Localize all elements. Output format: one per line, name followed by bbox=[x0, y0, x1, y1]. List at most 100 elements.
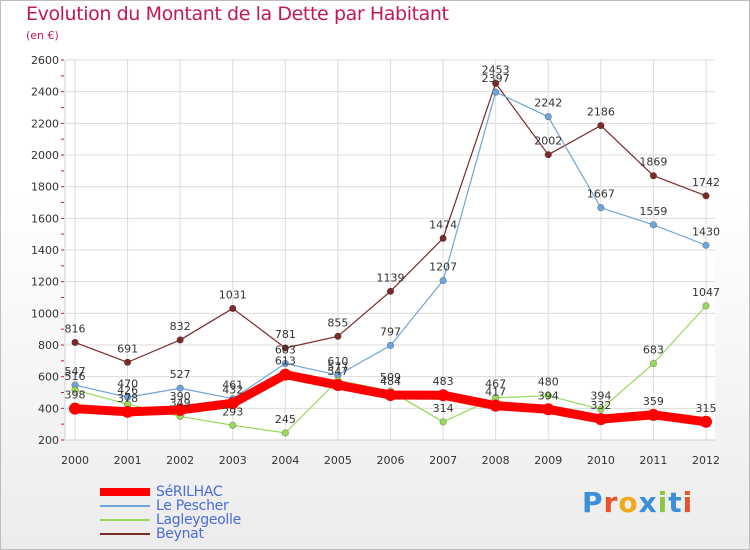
data-label: 683 bbox=[275, 344, 296, 357]
data-label: 483 bbox=[433, 375, 454, 388]
data-label: 547 bbox=[327, 365, 348, 378]
data-label: 417 bbox=[485, 386, 506, 399]
y-tick-label: 800 bbox=[38, 339, 59, 352]
data-label: 2186 bbox=[587, 106, 615, 119]
series-point-1 bbox=[492, 88, 500, 96]
y-tick-label: 1000 bbox=[31, 307, 59, 320]
x-tick-label: 2003 bbox=[219, 454, 247, 467]
y-tick-label: 2400 bbox=[31, 86, 59, 99]
legend-label: Le Pescher bbox=[156, 498, 229, 514]
data-label: 467 bbox=[485, 378, 506, 391]
data-label: 1869 bbox=[639, 156, 667, 169]
series-point-1 bbox=[649, 221, 658, 229]
data-label: 394 bbox=[590, 389, 611, 402]
data-label: 470 bbox=[117, 377, 138, 390]
x-tick-label: 2006 bbox=[377, 454, 405, 467]
data-label: 832 bbox=[170, 320, 191, 333]
series-point-2 bbox=[649, 359, 658, 368]
data-label: 378 bbox=[117, 392, 138, 405]
data-label: 426 bbox=[117, 384, 138, 397]
series-point-1 bbox=[281, 359, 289, 368]
data-label: 577 bbox=[327, 360, 348, 373]
logo-letter: i bbox=[657, 486, 669, 519]
series-point-0 bbox=[489, 399, 502, 412]
data-label: 480 bbox=[538, 376, 559, 389]
data-label: 613 bbox=[275, 355, 296, 368]
data-label: 1559 bbox=[639, 205, 667, 218]
series-point-3 bbox=[71, 338, 79, 347]
series-point-0 bbox=[700, 415, 712, 428]
chart-legend: SéRILHAC Le Pescher Lagleygeolle Beynat bbox=[100, 485, 241, 541]
y-tick-label: 2000 bbox=[31, 149, 59, 162]
legend-item: Lagleygeolle bbox=[100, 513, 241, 527]
series-point-3 bbox=[649, 172, 658, 180]
y-tick-label: 1400 bbox=[31, 244, 59, 257]
legend-item: SéRILHAC bbox=[100, 485, 241, 499]
series-point-3 bbox=[229, 304, 237, 313]
x-tick-label: 2007 bbox=[429, 454, 457, 467]
data-label: 349 bbox=[170, 396, 191, 409]
x-tick-label: 2011 bbox=[639, 454, 667, 467]
series-point-1 bbox=[386, 341, 395, 350]
series-point-0 bbox=[174, 403, 187, 416]
series-point-0 bbox=[647, 408, 660, 421]
series-point-2 bbox=[229, 421, 237, 429]
legend-swatch bbox=[100, 519, 150, 521]
data-label: 781 bbox=[275, 328, 296, 341]
data-label: 610 bbox=[327, 355, 348, 368]
data-label: 547 bbox=[65, 365, 86, 378]
x-tick-label: 2010 bbox=[587, 454, 615, 467]
proxiti-logo: Proxiti bbox=[582, 486, 693, 519]
data-label: 1031 bbox=[219, 288, 247, 301]
series-point-3 bbox=[281, 344, 289, 352]
series-point-2 bbox=[544, 392, 552, 400]
series-point-2 bbox=[281, 429, 289, 437]
series-point-1 bbox=[176, 384, 184, 392]
series-point-0 bbox=[542, 403, 555, 416]
series-point-0 bbox=[594, 413, 607, 426]
data-label: 293 bbox=[222, 405, 243, 418]
x-tick-label: 2005 bbox=[324, 454, 352, 467]
y-tick-label: 600 bbox=[38, 371, 59, 384]
series-point-3 bbox=[439, 234, 447, 242]
data-label: 855 bbox=[327, 316, 348, 329]
data-label: 398 bbox=[65, 389, 86, 402]
series-point-1 bbox=[439, 276, 447, 285]
data-label: 1667 bbox=[587, 188, 615, 201]
legend-item: Beynat bbox=[100, 527, 241, 541]
logo-letter: P bbox=[582, 486, 604, 519]
legend-swatch bbox=[100, 488, 150, 496]
legend-label: Lagleygeolle bbox=[156, 512, 241, 528]
y-tick-label: 2600 bbox=[31, 54, 59, 67]
y-tick-label: 1800 bbox=[31, 181, 59, 194]
x-tick-label: 2001 bbox=[114, 454, 142, 467]
series-point-1 bbox=[123, 393, 132, 401]
series-point-3 bbox=[386, 287, 395, 295]
series-point-0 bbox=[69, 402, 81, 415]
data-label: 359 bbox=[643, 395, 664, 408]
data-label: 432 bbox=[222, 383, 243, 396]
data-label: 1139 bbox=[377, 271, 405, 284]
x-tick-label: 2004 bbox=[271, 454, 299, 467]
logo-letter: x bbox=[638, 486, 658, 519]
data-label: 527 bbox=[170, 368, 191, 381]
series-point-2 bbox=[597, 405, 605, 413]
data-label: 332 bbox=[590, 399, 611, 412]
series-point-3 bbox=[334, 332, 342, 340]
series-point-3 bbox=[702, 192, 710, 200]
data-label: 1430 bbox=[692, 225, 720, 238]
series-point-3 bbox=[492, 79, 500, 87]
series-point-2 bbox=[702, 302, 710, 310]
data-label: 2397 bbox=[482, 72, 510, 85]
series-point-2 bbox=[71, 386, 79, 394]
data-label: 2242 bbox=[534, 97, 562, 110]
data-label: 683 bbox=[643, 344, 664, 357]
x-tick-label: 2012 bbox=[692, 454, 720, 467]
legend-swatch bbox=[100, 533, 150, 535]
y-tick-label: 200 bbox=[38, 434, 59, 447]
x-tick-label: 2002 bbox=[166, 454, 194, 467]
series-point-3 bbox=[123, 358, 132, 366]
series-point-2 bbox=[439, 418, 447, 426]
data-label: 394 bbox=[538, 389, 559, 402]
